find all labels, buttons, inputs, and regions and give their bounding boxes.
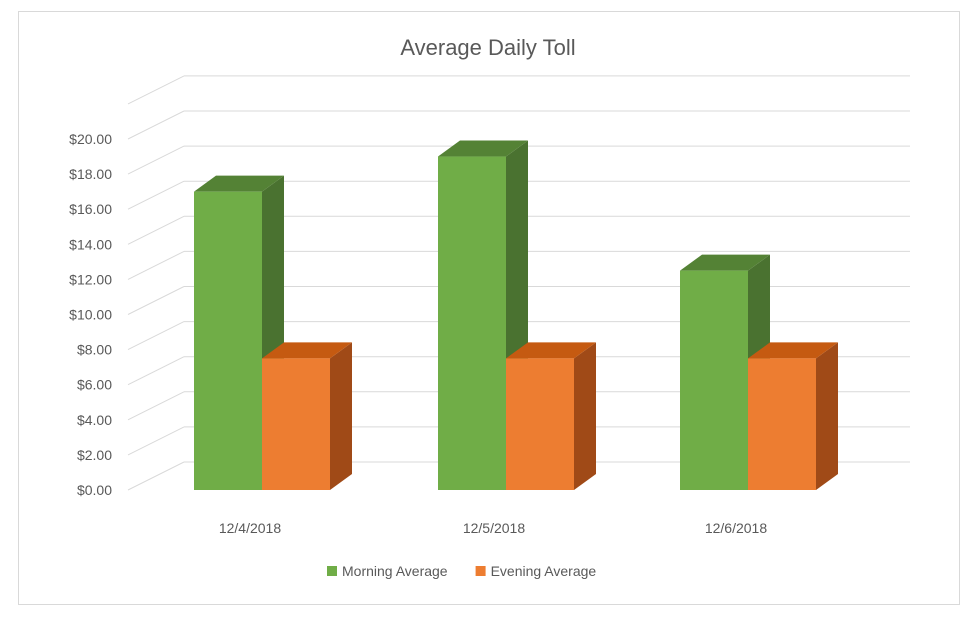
bar-top (194, 175, 284, 192)
bar (438, 156, 506, 491)
gridline-diagonal (127, 461, 185, 491)
legend-swatch (327, 566, 337, 576)
bar-top (262, 342, 352, 359)
bar-top (680, 254, 770, 271)
bar-top (506, 342, 596, 359)
y-tick-label: $8.00 (77, 342, 112, 358)
y-tick-label: $2.00 (77, 447, 112, 463)
legend-swatch (475, 566, 486, 576)
gridline-diagonal (127, 180, 185, 210)
y-tick-label: $10.00 (69, 307, 112, 323)
bar-top (438, 140, 528, 157)
bar-side (574, 342, 596, 490)
y-tick-label: $0.00 (77, 482, 112, 498)
y-tick-label: $20.00 (69, 131, 112, 147)
bar (194, 191, 262, 490)
x-tick-label: 12/6/2018 (705, 520, 767, 536)
y-tick-label: $14.00 (69, 236, 112, 252)
bar-side (330, 342, 352, 490)
bar (748, 358, 816, 490)
gridline-diagonal (127, 321, 185, 351)
y-tick-label: $4.00 (77, 412, 112, 428)
gridline-diagonal (127, 110, 185, 140)
gridline-diagonal (127, 250, 185, 280)
bar-side (816, 342, 838, 490)
gridline-diagonal (127, 391, 185, 421)
gridline-diagonal (127, 356, 185, 386)
labels: $0.00 $2.00 $4.00 $6.00 $8.00 $10.00 $12.00 $14… (69, 131, 767, 536)
gridline-diagonal (127, 215, 185, 245)
gridline-diagonal (127, 75, 185, 105)
chart-title: Average Daily Toll (400, 35, 575, 60)
bar (680, 270, 748, 490)
x-tick-label: 12/5/2018 (463, 520, 525, 536)
gridline-diagonal (127, 286, 185, 315)
x-tick-label: 12/4/2018 (219, 520, 281, 536)
bar (506, 358, 574, 490)
y-tick-label: $12.00 (69, 271, 112, 287)
gridline-diagonal (127, 145, 185, 175)
bar (262, 358, 330, 490)
legend-label: Morning Average (342, 563, 448, 579)
legend: Morning Average Evening Average (327, 563, 596, 579)
y-tick-label: $16.00 (69, 201, 112, 217)
y-tick-label: $18.00 (69, 166, 112, 182)
y-tick-label: $6.00 (77, 377, 112, 393)
bars (194, 140, 838, 491)
gridline-diagonal (127, 426, 185, 456)
legend-label: Evening Average (491, 563, 597, 579)
bar-top (748, 342, 838, 359)
